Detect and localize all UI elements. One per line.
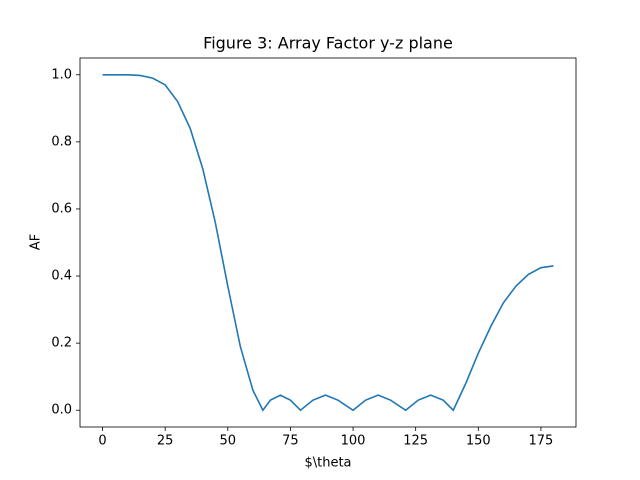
chart-title: Figure 3: Array Factor y-z plane [203,34,453,53]
y-tick-label: 0.8 [51,134,72,149]
y-tick-label: 0.6 [51,201,72,216]
y-tick-label: 0.0 [51,403,72,418]
x-tick-label: 50 [220,434,237,449]
x-tick-label: 125 [403,434,428,449]
y-axis-label: AF [29,234,44,250]
y-tick-label: 0.4 [51,269,72,284]
y-tick-label: 1.0 [51,67,72,82]
x-tick-label: 25 [157,434,174,449]
x-tick-label: 75 [282,434,299,449]
x-tick-label: 150 [466,434,491,449]
y-tick-label: 0.2 [51,336,72,351]
data-line [102,73,554,412]
x-tick-label: 0 [98,434,106,449]
x-tick-label: 175 [529,434,554,449]
plot-frame [79,57,577,428]
x-tick-label: 100 [341,434,366,449]
x-axis-label: $\theta [304,456,351,471]
